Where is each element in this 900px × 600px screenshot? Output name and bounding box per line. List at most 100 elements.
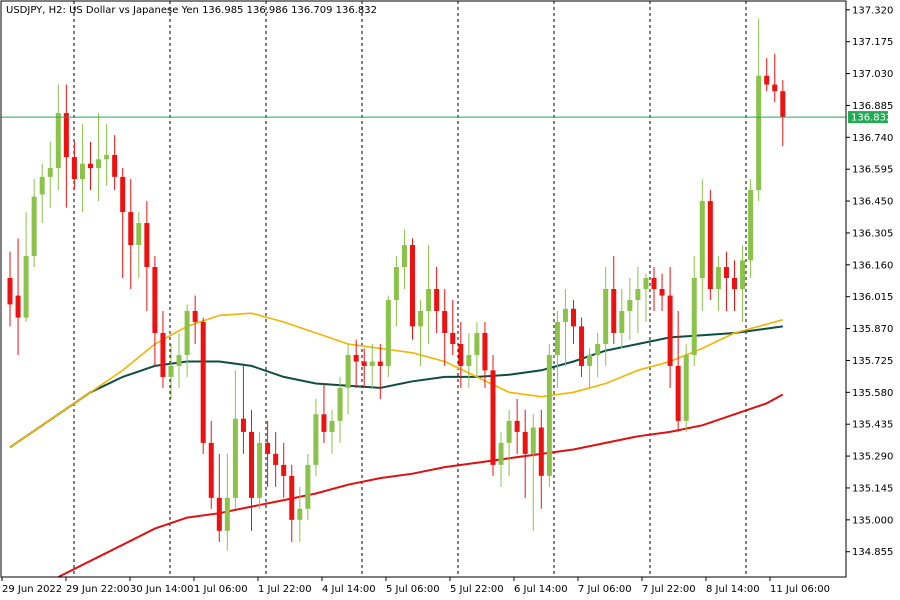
candle xyxy=(240,365,246,454)
candle-body-bullish xyxy=(168,365,174,377)
candle xyxy=(112,135,118,191)
candle xyxy=(611,256,617,344)
candle-body-bullish xyxy=(748,190,754,261)
candle-body-bullish xyxy=(635,289,641,300)
y-tick-label: 137.320 xyxy=(852,5,893,16)
candle xyxy=(23,212,29,322)
candle-body-bullish xyxy=(224,497,230,531)
candle xyxy=(418,299,424,366)
candle-body-bearish xyxy=(675,365,681,421)
candle-body-bullish xyxy=(31,196,37,257)
y-tick-label: 135.145 xyxy=(852,483,893,494)
candle xyxy=(675,310,681,432)
candle xyxy=(273,431,279,487)
candle xyxy=(772,53,778,103)
candle-body-bullish xyxy=(313,414,319,465)
candle-body-bearish xyxy=(152,267,158,333)
candle xyxy=(562,289,568,366)
candle-body-bearish xyxy=(482,332,488,371)
candle-body-bullish xyxy=(401,245,407,268)
candle-body-bearish xyxy=(88,163,93,169)
candle xyxy=(571,299,576,344)
candle-body-bullish xyxy=(337,387,343,421)
candle-body-bullish xyxy=(385,299,391,366)
candle-body-bullish xyxy=(715,267,721,289)
candle-body-bearish xyxy=(764,75,770,85)
candle xyxy=(257,431,263,509)
candle xyxy=(764,58,770,92)
candle-body-bullish xyxy=(184,310,190,355)
candle xyxy=(619,289,625,349)
candle-body-bearish xyxy=(289,475,295,520)
price-axis: 137.320 137.175 137.030 136.885 136.740 136.5… xyxy=(846,5,893,558)
candle-body-bullish xyxy=(393,267,399,300)
candle xyxy=(474,321,480,377)
candle-body-bullish xyxy=(756,75,762,191)
x-tick-label: 30 Jun 14:00 xyxy=(130,584,194,595)
candle-body-bearish xyxy=(490,370,496,465)
candle-body-bearish xyxy=(723,267,729,279)
candle xyxy=(683,343,689,432)
candle xyxy=(458,321,464,388)
candle-body-bullish xyxy=(418,310,424,327)
candle xyxy=(337,376,343,443)
candle xyxy=(667,267,673,388)
candle-body-bearish xyxy=(458,343,464,366)
candle xyxy=(450,299,456,355)
candle-body-bearish xyxy=(571,308,576,327)
candle-body-bearish xyxy=(522,431,528,454)
y-tick-label: 136.595 xyxy=(852,165,893,176)
candle xyxy=(410,238,415,340)
candle-body-bearish xyxy=(216,497,222,531)
candle xyxy=(152,256,158,366)
candle-body-bullish xyxy=(55,113,61,169)
candle xyxy=(748,179,754,279)
candle-body-bearish xyxy=(240,418,246,432)
candle-body-bearish xyxy=(377,361,383,366)
candle xyxy=(96,113,102,202)
y-tick-label: 137.030 xyxy=(852,69,893,80)
candle xyxy=(426,245,432,344)
candle-body-bearish xyxy=(732,278,737,289)
candle-body-bearish xyxy=(273,453,279,465)
candle xyxy=(490,354,496,476)
candle-body-bullish xyxy=(39,176,45,195)
candle xyxy=(305,453,311,520)
candle-body-bullish xyxy=(587,354,593,366)
candle-body-bearish xyxy=(450,332,456,344)
candle-body-bearish xyxy=(144,223,150,268)
x-tick-label: 1 Jul 22:00 xyxy=(258,584,312,595)
candle xyxy=(434,267,440,333)
candle-body-bullish xyxy=(104,154,110,160)
candle-body-bearish xyxy=(160,332,166,377)
candle-body-bearish xyxy=(361,361,367,366)
candle xyxy=(176,332,182,388)
candle-body-bullish xyxy=(23,256,29,318)
candle xyxy=(184,304,190,377)
y-tick-label: 136.160 xyxy=(852,260,893,271)
candle xyxy=(136,212,142,279)
candle xyxy=(482,321,488,388)
candle-body-bullish xyxy=(562,308,568,322)
candle-body-bullish xyxy=(176,354,182,366)
candle xyxy=(224,453,230,551)
symbol-description: US Dollar vs Japanese Yen xyxy=(69,5,199,16)
candle xyxy=(120,168,126,279)
candle xyxy=(780,80,786,147)
slow-moving-average xyxy=(57,393,784,578)
candle xyxy=(659,273,665,311)
candle xyxy=(321,383,327,443)
y-tick-label: 136.885 xyxy=(852,101,893,112)
candle-body-bullish xyxy=(369,361,375,366)
candle xyxy=(192,295,198,344)
candle-body-bearish xyxy=(514,420,520,432)
candle-body-bearish xyxy=(538,427,544,476)
candle xyxy=(643,273,649,322)
candle xyxy=(297,486,303,542)
candle xyxy=(63,84,69,208)
candle xyxy=(732,260,737,311)
candle xyxy=(691,256,697,366)
x-tick-label: 5 Jul 22:00 xyxy=(450,584,504,595)
